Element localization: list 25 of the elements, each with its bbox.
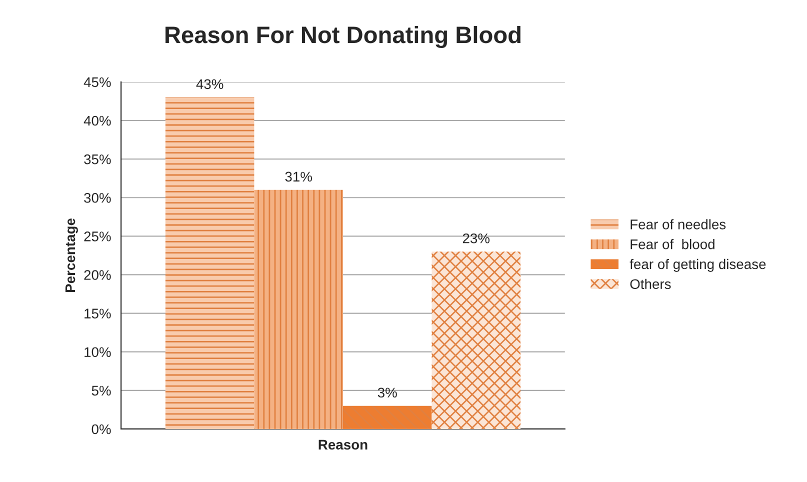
y-tick-label: 45% — [84, 77, 111, 88]
x-axis-title: Reason — [318, 440, 368, 450]
data-label: 31% — [285, 172, 312, 182]
bar — [432, 252, 521, 429]
y-axis-title: Percentage — [65, 218, 78, 292]
y-tick-label: 20% — [84, 270, 111, 280]
y-tick-label: 15% — [84, 308, 111, 318]
bar — [342, 406, 432, 429]
legend-label: fear of getting disease — [630, 258, 766, 272]
bar — [165, 97, 254, 429]
chart-title: Reason For Not Donating Blood — [166, 26, 520, 48]
legend-label: Fear of blood — [630, 239, 714, 250]
legend-label: Fear of needles — [630, 219, 726, 230]
data-label: 43% — [196, 79, 224, 90]
data-label: 3% — [378, 388, 397, 398]
y-tick-label: 0% — [92, 424, 111, 434]
legend-label: Others — [630, 278, 671, 290]
data-label: 23% — [462, 233, 490, 244]
y-tick-label: 10% — [84, 347, 111, 358]
y-tick-label: 30% — [84, 192, 111, 203]
bar — [254, 190, 343, 429]
y-tick-label: 25% — [84, 232, 111, 242]
y-tick-label: 35% — [84, 154, 111, 164]
y-tick-label: 5% — [92, 386, 111, 396]
y-tick-label: 40% — [84, 116, 111, 126]
